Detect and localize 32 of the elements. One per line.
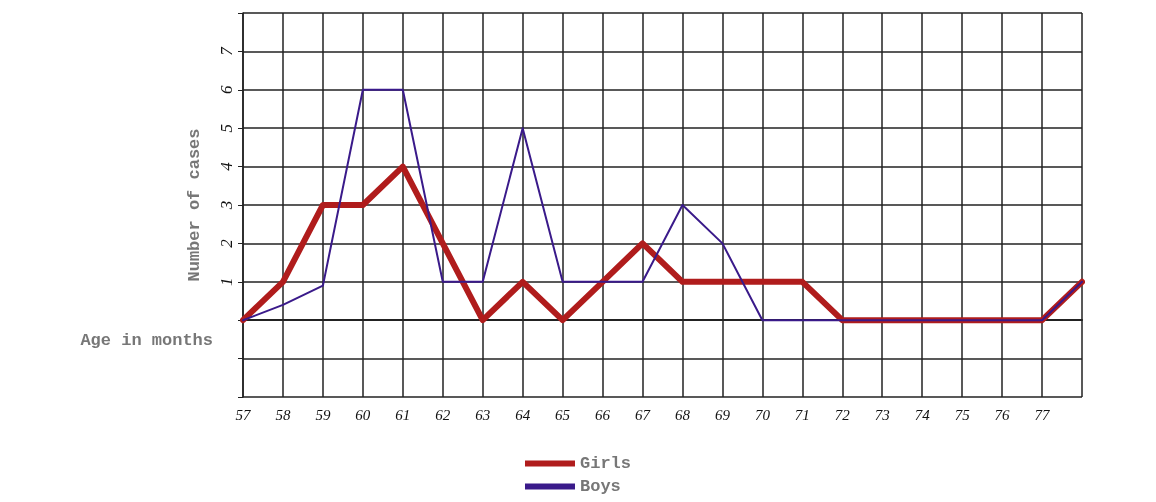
x-tick-label: 76 <box>994 406 1011 423</box>
x-tick-label: 71 <box>794 406 810 423</box>
x-tick-label: 64 <box>515 406 531 423</box>
y-tick-label: 7 <box>217 45 236 56</box>
y-tick-label: 5 <box>217 123 236 133</box>
x-tick-label: 69 <box>714 406 731 423</box>
x-tick-label: 73 <box>874 406 890 423</box>
x-tick-label: 66 <box>595 406 611 423</box>
x-tick-label: 63 <box>475 406 491 423</box>
x-tick-label: 59 <box>315 406 331 423</box>
y-tick-label: 3 <box>217 200 236 211</box>
y-tick-label: 2 <box>217 238 236 248</box>
x-tick-label: 75 <box>954 406 971 423</box>
x-tick-label: 57 <box>235 406 252 423</box>
x-tick-label: 60 <box>355 406 371 423</box>
legend-label: Girls <box>580 454 632 473</box>
legend-label: Boys <box>580 477 621 496</box>
x-tick-label: 58 <box>275 406 291 423</box>
x-tick-label: 70 <box>754 406 771 423</box>
x-tick-label: 72 <box>834 406 851 423</box>
x-tick-label: 77 <box>1034 406 1052 423</box>
x-tick-label: 65 <box>555 406 571 423</box>
y-tick-label: 4 <box>217 161 236 171</box>
y-tick-label: 1 <box>217 277 236 287</box>
x-tick-label: 61 <box>395 406 411 423</box>
x-tick-label: 68 <box>674 406 691 423</box>
x-axis-title: Age in months <box>80 331 213 351</box>
x-tick-label: 62 <box>435 406 451 423</box>
x-tick-label: 74 <box>914 406 931 423</box>
y-axis-title: Number of cases <box>185 128 204 282</box>
y-tick-label: 6 <box>217 85 236 95</box>
x-tick-label: 67 <box>635 406 652 423</box>
